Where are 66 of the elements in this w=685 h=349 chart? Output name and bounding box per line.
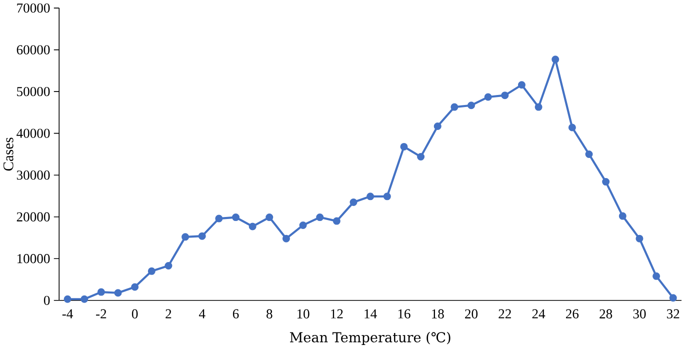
point: [282, 235, 290, 243]
x-tick-label: 16: [398, 310, 410, 319]
point: [552, 56, 560, 64]
y-axis-title: Cases: [3, 138, 14, 171]
point: [501, 92, 509, 100]
y-tick-label: 10000: [17, 254, 50, 264]
point: [602, 178, 610, 186]
x-tick-label: 4: [198, 310, 206, 318]
point: [518, 81, 526, 89]
x-tick-label: 30: [633, 310, 646, 319]
point: [232, 214, 240, 222]
point: [434, 122, 442, 130]
x-tick-label: 28: [600, 310, 612, 319]
point: [534, 104, 542, 112]
point: [97, 288, 105, 296]
y-tick-label: 50000: [17, 87, 50, 96]
point: [182, 233, 190, 241]
point: [164, 262, 172, 270]
x-tick-label: 12: [331, 310, 343, 319]
point: [484, 94, 492, 102]
x-tick-label: 14: [364, 310, 377, 319]
point: [383, 192, 391, 200]
y-tick-label: 0: [44, 296, 50, 306]
y-tick-label: 30000: [16, 170, 50, 180]
x-tick-label: 20: [465, 310, 478, 319]
point: [266, 214, 274, 222]
x-tick-label: 8: [266, 310, 272, 319]
x-tick-label: -4: [62, 310, 73, 318]
point: [299, 222, 307, 230]
y-tick-label: 20000: [16, 212, 50, 222]
x-tick-label: 6: [232, 310, 239, 319]
y-tick-label: 70000: [17, 4, 50, 13]
point: [450, 104, 458, 112]
point: [400, 143, 408, 151]
point: [316, 214, 324, 222]
x-tick-label: 18: [432, 310, 444, 319]
point: [585, 150, 593, 158]
point: [568, 124, 576, 132]
point: [468, 102, 476, 110]
point: [80, 296, 88, 304]
point: [366, 192, 374, 200]
point: [618, 212, 626, 220]
point: [417, 153, 425, 161]
x-tick-label: 24: [532, 310, 546, 319]
point: [198, 232, 206, 240]
point: [248, 222, 256, 230]
y-tick-label: 60000: [16, 45, 50, 55]
x-axis-title: Mean Temperature (℃): [290, 332, 450, 346]
point: [332, 218, 340, 226]
x-tick-label: 0: [132, 310, 138, 319]
x-tick-label: 26: [566, 310, 579, 319]
point: [131, 284, 139, 292]
x-tick-label: 32: [666, 310, 680, 319]
point: [350, 198, 358, 206]
point: [652, 272, 660, 280]
point: [148, 268, 156, 276]
x-tick-label: 2: [166, 310, 172, 319]
x-tick-label: -2: [96, 310, 106, 319]
point: [215, 215, 223, 223]
y-tick-label: 40000: [16, 129, 50, 138]
point: [636, 235, 644, 243]
point: [669, 294, 677, 302]
x-tick-label: 10: [297, 310, 310, 319]
point: [114, 289, 122, 297]
point: [64, 296, 72, 304]
x-tick-label: 22: [498, 310, 511, 319]
